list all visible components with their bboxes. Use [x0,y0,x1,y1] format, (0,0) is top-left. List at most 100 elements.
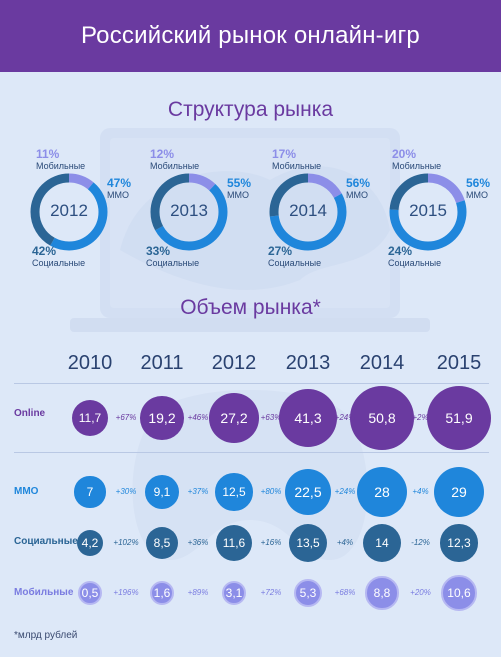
bubble-social: 13,5 [288,523,328,563]
growth-label: +89% [187,588,209,597]
bubble-social: 14 [362,523,402,563]
donut-year-label: 2012 [50,201,88,220]
bubble-mobile: 0,5 [78,581,102,605]
donut-social-pct: 27% [268,244,293,258]
donut-segment-mmo [269,173,347,251]
row-label-online: Online [14,408,46,419]
growth-label: +63% [260,413,282,422]
donut-segment-mmo [150,173,228,251]
growth-label: +68% [334,588,356,597]
page-title: Российский рынок онлайн-игр [0,0,501,72]
donut-social-label: Социальные [268,258,322,268]
donut-mmo-label: MMO [346,190,368,200]
bubble-online: 50,8 [350,386,414,450]
bubble-online: 27,2 [209,393,259,443]
row-label-mmo: MMO [14,486,39,497]
bubble-mmo: 22,5 [284,468,332,516]
donut-mmo-pct: 56% [466,176,491,190]
donut-mmo-label: MMO [227,190,249,200]
growth-label: +16% [260,538,282,547]
growth-label: +102% [113,538,139,547]
bubble-online: 41,3 [278,388,338,448]
donut-mmo-pct: 47% [107,176,132,190]
growth-label: +2% [412,413,429,422]
donut-social-label: Социальные [32,258,86,268]
donut-mobile-pct: 17% [272,147,297,161]
donut-social-pct: 33% [146,244,171,258]
year-header: 2012 [211,352,257,374]
year-header: 2011 [140,352,184,374]
growth-label: +30% [115,487,137,496]
donut-chart-2013 [150,173,228,251]
year-header: 2014 [359,352,405,374]
donut-social-pct: 42% [32,244,57,258]
donut-segment-mmo [30,173,108,251]
donut-social-pct: 24% [388,244,413,258]
growth-label: -12% [411,538,430,547]
divider [14,383,489,384]
donut-segment-mobile [389,173,467,251]
growth-label: +46% [187,413,209,422]
row-label-social: Социальные [14,536,78,547]
bubble-mobile: 3,1 [221,580,247,606]
donut-segment-mmo [389,173,467,251]
bubble-mobile: 5,3 [293,578,323,608]
growth-label: +196% [113,588,139,597]
volume-title: Объем рынка* [180,296,321,319]
growth-label: +80% [260,487,282,496]
bubble-social: 8,5 [145,526,179,560]
year-header: 2010 [67,352,113,374]
donut-mobile-label: Мобильные [150,161,200,171]
donut-mmo-pct: 56% [346,176,371,190]
growth-label: +37% [187,487,209,496]
bubble-mobile: 10,6 [441,575,477,611]
donut-mobile-label: Мобильные [272,161,322,171]
bubble-social: 11,6 [215,524,253,562]
structure-title: Структура рынка [167,98,334,121]
bubble-mmo: 9,1 [145,475,179,509]
bubble-mobile: 8,8 [365,576,399,610]
growth-label: +67% [115,413,137,422]
donut-year-label: 2013 [170,201,208,220]
donut-segment-social [150,173,228,251]
growth-label: +4% [336,538,354,547]
bubble-mmo: 12,5 [215,473,253,511]
growth-label: +24% [334,413,356,422]
donut-mobile-label: Мобильные [36,161,86,171]
row-label-mobile: Мобильные [14,587,74,598]
donut-segment-social [30,173,108,251]
growth-label: +36% [187,538,209,547]
bubble-online: 51,9 [427,386,491,450]
divider [14,452,489,453]
bubble-mmo: 28 [356,466,408,518]
donut-chart-2012 [30,173,108,251]
donut-mmo-label: MMO [466,190,488,200]
donut-mmo-label: MMO [107,190,129,200]
donut-segment-social [269,173,347,251]
growth-label: +20% [410,588,431,597]
bubble-online: 11,7 [71,399,109,437]
donut-mobile-label: Мобильные [392,161,442,171]
donut-social-label: Социальные [388,258,442,268]
bubble-social: 4,2 [76,529,104,557]
footnote: *млрд рублей [14,630,78,641]
growth-label: +4% [412,487,429,496]
growth-label: +24% [334,487,356,496]
donut-mobile-pct: 11% [36,147,60,161]
donut-year-label: 2014 [289,201,327,220]
donut-mmo-pct: 55% [227,176,252,190]
donut-mobile-pct: 12% [150,147,175,161]
bubble-mobile: 1,6 [150,581,174,605]
year-header: 2013 [285,352,331,374]
year-header: 2015 [436,352,482,374]
donut-mobile-pct: 20% [392,147,417,161]
donut-chart-2015 [389,173,467,251]
donut-year-label: 2015 [409,201,447,220]
bubble-mmo: 29 [433,466,485,518]
bubble-mmo: 7 [74,476,106,508]
growth-label: +72% [260,588,282,597]
bubble-online: 19,2 [140,396,184,440]
donut-social-label: Социальные [146,258,200,268]
bubble-social: 12,3 [440,524,478,562]
donut-chart-2014 [269,173,347,251]
